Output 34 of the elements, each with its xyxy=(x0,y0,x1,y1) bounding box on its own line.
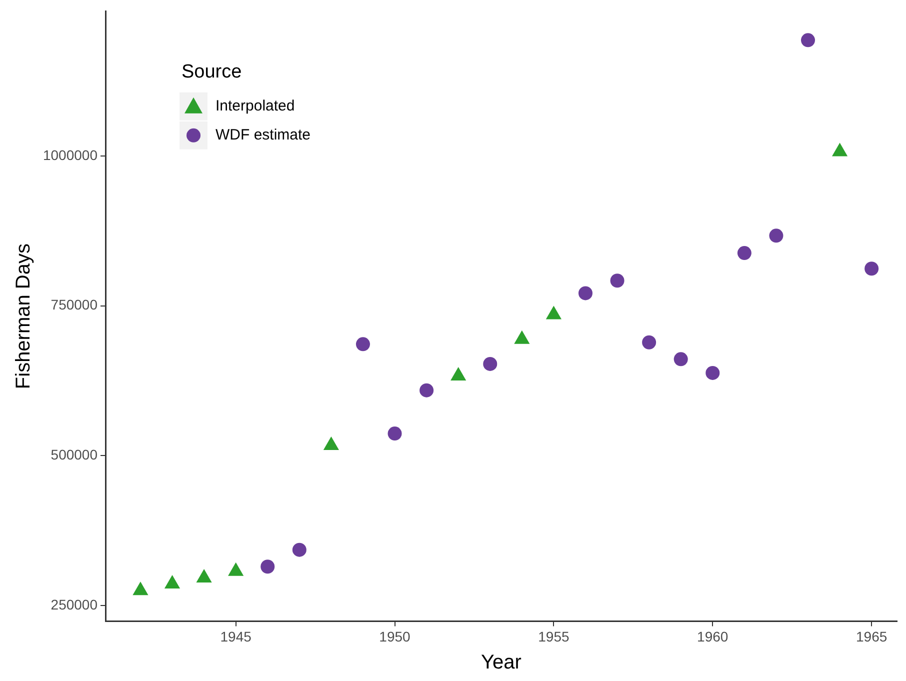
point xyxy=(578,286,592,300)
point xyxy=(483,356,498,371)
x-axis-title: Year xyxy=(481,652,522,674)
x-tick-label: 1965 xyxy=(856,628,888,644)
point xyxy=(292,542,306,557)
point xyxy=(228,562,244,576)
point xyxy=(164,575,180,589)
x-tick-label: 1955 xyxy=(538,628,570,644)
y-tick-label: 500000 xyxy=(50,446,98,463)
x-tick-label: 1950 xyxy=(379,628,411,644)
point xyxy=(196,569,212,583)
y-tick-label: 1000000 xyxy=(42,146,98,163)
point xyxy=(356,337,370,352)
point xyxy=(388,426,402,441)
point xyxy=(420,383,434,398)
point xyxy=(323,436,339,450)
x-tick-label: 1960 xyxy=(697,628,728,644)
point xyxy=(132,582,148,596)
point xyxy=(610,274,624,288)
point xyxy=(864,262,879,276)
point xyxy=(737,246,752,260)
point xyxy=(800,33,815,48)
legend-title: Source xyxy=(182,62,242,83)
point xyxy=(769,228,784,243)
y-tick-label: 250000 xyxy=(50,596,98,612)
point xyxy=(674,352,688,366)
point xyxy=(706,366,720,380)
y-tick-label: 750000 xyxy=(50,296,98,313)
y-axis-title: Fisherman Days xyxy=(12,243,35,390)
point xyxy=(260,560,275,574)
x-tick-label: 1945 xyxy=(220,628,252,644)
point xyxy=(642,335,656,350)
legend-label: WDF estimate xyxy=(216,126,311,144)
legend-label: Interpolated xyxy=(216,98,295,115)
